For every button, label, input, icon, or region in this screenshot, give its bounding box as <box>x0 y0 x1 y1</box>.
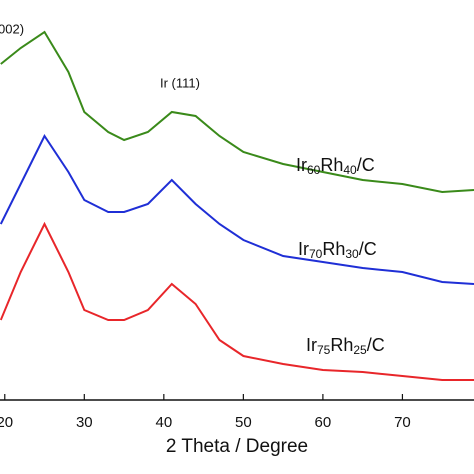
x-tick-label: 60 <box>315 414 332 431</box>
x-tick-label: 50 <box>235 414 252 431</box>
series-label: Ir70Rh30/C <box>298 239 377 261</box>
label-subscript: 60 <box>307 163 321 177</box>
label-text: Ir <box>298 239 309 259</box>
series-line <box>0 30 474 194</box>
x-axis-title: 2 Theta / Degree <box>166 436 308 457</box>
label-text: Rh <box>330 335 353 355</box>
label-subscript: 75 <box>317 343 331 357</box>
x-tick-label: 20 <box>0 414 13 431</box>
x-tick-label: 30 <box>76 414 93 431</box>
label-subscript: 25 <box>353 343 367 357</box>
series-line <box>0 221 474 381</box>
x-tick-label: 70 <box>394 414 411 431</box>
label-text: Rh <box>322 239 345 259</box>
label-subscript: 40 <box>343 163 357 177</box>
label-text: Rh <box>320 155 343 175</box>
label-text: Ir <box>306 335 317 355</box>
series-label: Ir75Rh25/C <box>306 335 385 357</box>
series-line <box>0 134 474 285</box>
label-subscript: 70 <box>309 247 323 261</box>
label-text: Ir <box>296 155 307 175</box>
label-text: /C <box>367 335 385 355</box>
annotation: 002) <box>0 21 24 36</box>
annotation: Ir (111) <box>160 75 200 90</box>
x-tick-label: 40 <box>155 414 172 431</box>
label-text: /C <box>357 155 375 175</box>
series-label: Ir60Rh40/C <box>296 155 375 177</box>
label-text: /C <box>359 239 377 259</box>
label-subscript: 30 <box>345 247 359 261</box>
